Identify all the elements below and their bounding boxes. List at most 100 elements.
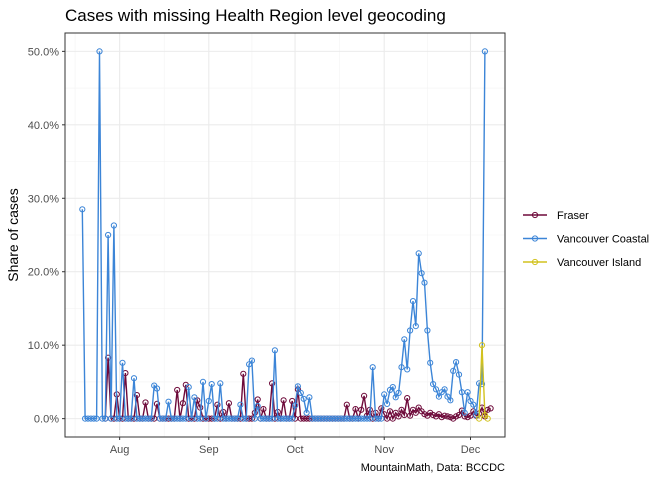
y-tick-label: 0.0% [34,414,59,426]
data-point [332,415,339,422]
data-point [248,357,255,364]
data-point [461,413,468,420]
x-tick-label: Aug [110,444,130,456]
data-point [415,250,422,257]
data-point [478,342,486,349]
y-tick-label: 20.0% [28,267,59,279]
data-point [191,394,198,401]
data-point [487,405,494,412]
data-point [220,415,227,422]
data-point [82,415,89,422]
data-point [421,279,428,286]
data-point [478,381,486,388]
data-point [458,389,465,396]
data-point [225,400,232,407]
data-point [96,48,103,55]
data-point [266,415,273,422]
data-point [441,386,448,393]
data-point [398,364,405,371]
data-point [168,415,175,422]
data-point [453,359,460,366]
data-point [297,389,304,396]
data-point [153,385,161,392]
chart-caption: MountainMath, Data: BCCDC [361,462,505,474]
data-point [185,384,192,391]
data-point [188,415,195,422]
y-tick-label: 10.0% [28,340,59,352]
data-point [162,415,169,422]
data-point [211,415,218,422]
data-point [148,415,155,422]
legend: Fraser Vancouver Coastal Vancouver Island [523,210,649,269]
legend-key-point [531,258,539,266]
data-point [389,415,396,422]
data-point [289,397,296,405]
legend-item: Vancouver Island [523,257,641,269]
data-point [240,370,247,377]
data-point [404,366,411,373]
data-point [378,415,385,422]
legend-label: Vancouver Coastal [557,234,649,246]
data-point [455,411,463,419]
data-point [165,398,172,405]
data-point [375,415,382,422]
data-point [93,415,100,422]
data-point [363,415,371,422]
data-point [317,415,324,422]
data-point [125,415,132,422]
data-point [174,415,181,422]
data-point [409,298,417,305]
data-point [116,415,123,422]
data-point [286,415,293,422]
data-point [142,399,149,406]
data-point [381,391,388,398]
data-point [237,401,244,408]
data-point [444,393,451,400]
data-point [214,401,221,408]
data-point [358,406,365,413]
legend-key-point [531,211,539,219]
data-point [260,406,267,413]
data-point [476,380,483,387]
data-point [225,415,232,422]
x-axis: Aug Sep Oct Nov Dec [110,437,481,456]
data-point [455,371,463,378]
data-point [208,381,215,388]
x-tick-label: Sep [199,444,219,456]
data-point [418,270,425,277]
data-point [280,397,287,404]
data-point [361,392,368,399]
data-point [427,359,434,366]
data-point [430,411,437,419]
data-point [438,414,445,421]
data-point [384,400,391,407]
data-point [289,415,296,422]
data-point [254,403,261,410]
data-point [392,394,399,401]
data-point [467,397,474,405]
data-point [202,415,209,422]
data-point [476,415,483,422]
data-point [159,415,166,422]
data-point [481,48,488,55]
y-axis-title: Share of cases [5,188,21,281]
data-point [303,409,310,416]
data-point [343,401,350,408]
data-point [128,415,135,422]
data-point [139,415,146,422]
data-point [119,359,126,366]
data-point [435,393,442,400]
data-point [228,415,235,422]
data-point [453,413,460,420]
data-point [199,378,207,385]
data-point [401,411,408,419]
data-point [386,408,394,415]
data-point [352,406,359,413]
data-point [122,415,129,422]
data-point [251,415,258,422]
data-point [130,375,138,382]
x-tick-label: Nov [374,444,394,456]
data-point [300,395,307,402]
data-point [404,395,411,402]
